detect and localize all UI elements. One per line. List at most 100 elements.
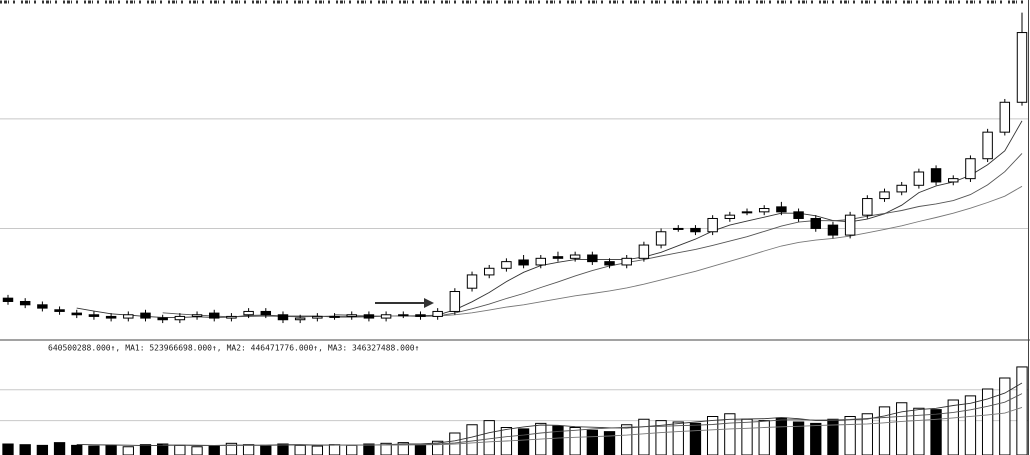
volume-legend: 640500288.000↑, xyxy=(48,344,120,353)
volume-bar xyxy=(432,440,444,455)
ma-line xyxy=(76,120,1023,318)
volume-bar xyxy=(569,427,581,455)
candle-body xyxy=(363,314,375,319)
volume-bar xyxy=(294,444,306,455)
volume-legend: MA1: 523966698.000↑, xyxy=(125,344,221,353)
ma-line xyxy=(334,406,1023,446)
candle-body xyxy=(294,317,306,321)
volume-bar xyxy=(277,443,289,455)
candle-body xyxy=(879,191,890,200)
candle-body xyxy=(123,314,134,319)
candle-body xyxy=(449,291,461,312)
candle-body xyxy=(88,314,100,317)
volume-bar xyxy=(621,424,633,455)
candle-body xyxy=(552,256,564,259)
volume-bar xyxy=(586,429,598,455)
candle-body xyxy=(312,315,323,319)
candle-body xyxy=(1016,32,1028,103)
volume-bar xyxy=(552,425,564,455)
candle-body xyxy=(999,101,1011,133)
volume-bar xyxy=(260,444,272,455)
volume-bar xyxy=(930,409,942,455)
candle-body xyxy=(535,257,547,266)
volume-bar xyxy=(810,422,822,455)
volume-bar xyxy=(844,416,856,455)
volume-bar xyxy=(328,444,341,455)
candle-body xyxy=(432,310,443,317)
volume-bar xyxy=(603,431,616,455)
volume-bar xyxy=(71,444,83,455)
volume-bar xyxy=(878,406,891,455)
volume-bar xyxy=(191,446,203,455)
candle-body xyxy=(105,315,117,319)
candle-body xyxy=(501,261,512,269)
volume-bar xyxy=(913,407,925,455)
candle-body xyxy=(758,208,770,213)
volume-bar xyxy=(174,444,186,455)
candle-body xyxy=(707,217,718,233)
volume-bar xyxy=(483,420,495,455)
candle-body xyxy=(243,310,254,316)
candle-body xyxy=(380,314,392,319)
candle-body xyxy=(54,309,65,312)
candle-body xyxy=(2,297,14,302)
candle-body xyxy=(415,314,426,317)
candle-body xyxy=(466,274,478,289)
volume-bar xyxy=(827,418,839,455)
candle-body xyxy=(329,315,340,318)
volume-bar xyxy=(88,445,100,455)
volume-bar xyxy=(397,442,409,455)
ma-line xyxy=(334,185,1023,317)
candle-body xyxy=(157,317,168,321)
candle-body xyxy=(638,244,650,259)
volume-bar xyxy=(896,402,908,455)
volume-bar xyxy=(775,417,788,455)
volume-bar xyxy=(53,442,66,455)
volume-bar xyxy=(466,424,478,455)
candle-body xyxy=(948,178,959,183)
candle-body xyxy=(965,158,976,180)
candle-body xyxy=(844,214,856,236)
candle-body xyxy=(896,184,907,193)
candle-body xyxy=(982,131,993,160)
volume-bar xyxy=(517,428,530,455)
volume-bar xyxy=(947,399,959,455)
volume-bar xyxy=(758,420,770,455)
candle-body xyxy=(346,314,357,317)
candle-body xyxy=(930,168,942,183)
volume-legend: MA3: 346327488.000↑ xyxy=(328,344,420,353)
volume-bar xyxy=(242,444,255,455)
volume-bar xyxy=(208,445,220,455)
volume-bar xyxy=(655,420,667,455)
candle-body xyxy=(569,254,581,259)
volume-bar xyxy=(724,413,736,455)
volume-bar xyxy=(706,416,719,455)
candle-body xyxy=(277,314,289,321)
candle-body xyxy=(690,227,701,233)
volume-bar xyxy=(861,413,873,455)
candle-body xyxy=(398,314,409,317)
candle-body xyxy=(191,314,203,317)
volume-bar xyxy=(792,421,805,455)
candle-body xyxy=(673,227,684,230)
volume-bar xyxy=(981,388,994,455)
volume-bar xyxy=(689,422,702,455)
volume-bar xyxy=(311,445,324,455)
candle-body xyxy=(226,315,237,319)
candle-body xyxy=(793,211,804,219)
candle-body xyxy=(827,224,839,236)
volume-bar xyxy=(105,444,117,455)
volume-bar xyxy=(672,421,684,455)
volume-bar xyxy=(414,443,427,455)
volume-bar xyxy=(122,446,134,455)
candle-body xyxy=(37,304,48,309)
volume-legend: MA2: 446471776.000↑, xyxy=(227,344,323,353)
candle-body xyxy=(913,171,925,186)
candle-body xyxy=(587,254,598,263)
candle-body xyxy=(174,315,186,321)
arrow-head xyxy=(424,298,434,308)
candle-body xyxy=(655,231,667,246)
volume-bar xyxy=(36,444,49,455)
volume-bar xyxy=(380,442,392,455)
volume-bar xyxy=(346,444,358,455)
